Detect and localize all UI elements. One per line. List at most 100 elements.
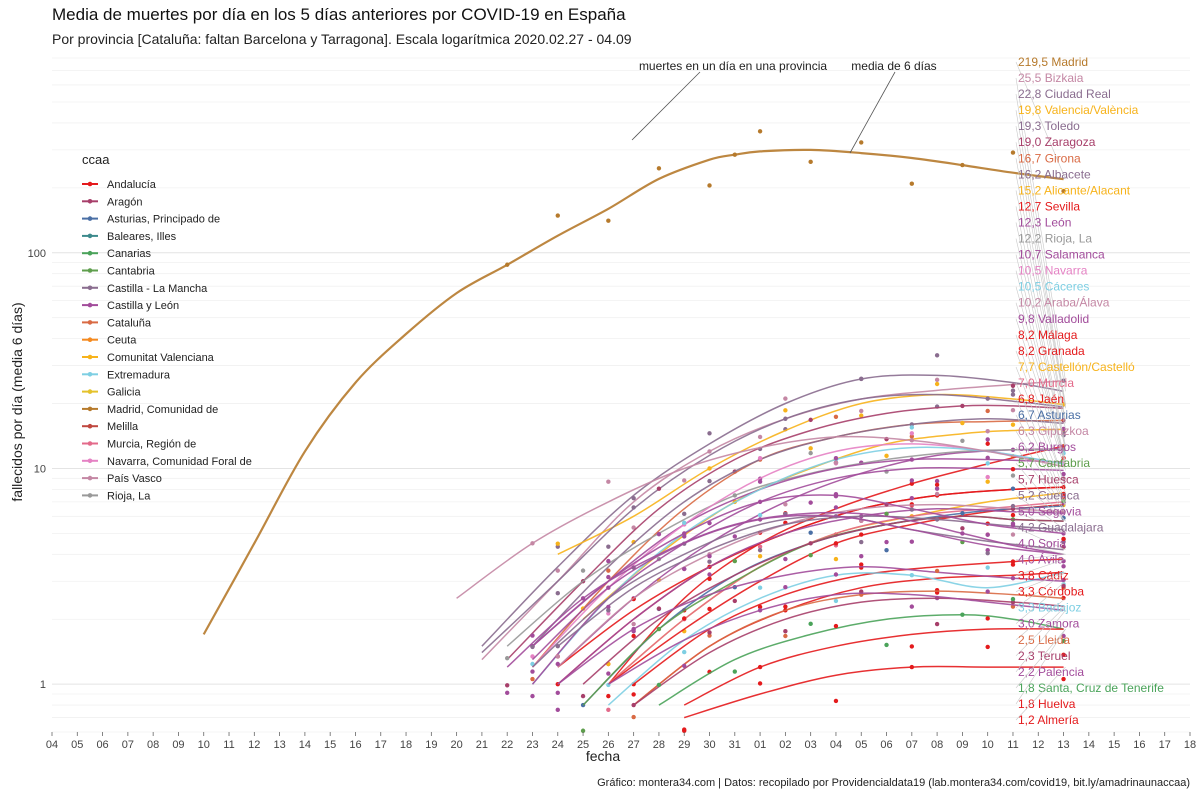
data-point bbox=[555, 213, 560, 218]
data-point bbox=[656, 486, 662, 491]
data-point bbox=[985, 461, 990, 466]
data-point bbox=[757, 129, 763, 134]
data-point bbox=[580, 568, 586, 573]
data-point bbox=[757, 512, 763, 518]
x-tick-label: 14 bbox=[299, 739, 311, 751]
data-point bbox=[530, 644, 535, 650]
series-end-label: 6,2 Burgos bbox=[1018, 440, 1076, 454]
series-end-label: 25,5 Bizkaia bbox=[1018, 71, 1084, 85]
data-point bbox=[909, 478, 915, 483]
x-tick-label: 25 bbox=[577, 739, 589, 751]
data-point bbox=[682, 663, 687, 669]
data-point bbox=[808, 553, 813, 558]
data-point bbox=[909, 572, 915, 578]
label-leader bbox=[1015, 511, 1066, 534]
label-leader bbox=[1015, 366, 1066, 494]
data-point bbox=[1010, 503, 1016, 509]
label-leader bbox=[1015, 270, 1066, 464]
label-leader bbox=[1015, 527, 1066, 550]
data-point bbox=[808, 417, 813, 423]
legend-key-dot bbox=[87, 493, 93, 498]
data-point bbox=[631, 714, 636, 720]
x-tick-label: 18 bbox=[1184, 739, 1196, 751]
data-point bbox=[707, 478, 712, 484]
label-leader bbox=[1015, 334, 1066, 488]
label-leader bbox=[1015, 174, 1066, 424]
series-line bbox=[607, 571, 1064, 706]
series-line bbox=[608, 592, 1064, 685]
data-point bbox=[884, 539, 889, 545]
data-point bbox=[808, 500, 813, 505]
data-point bbox=[530, 541, 535, 546]
data-point bbox=[985, 396, 990, 401]
series-end-label: 1,8 Santa, Cruz de Tenerife bbox=[1018, 681, 1164, 695]
series-line bbox=[633, 571, 1064, 706]
x-tick-label: 22 bbox=[501, 739, 513, 751]
legend-label: Navarra, Comunidad Foral de bbox=[107, 456, 252, 468]
data-point bbox=[1061, 564, 1066, 569]
legend-title: ccaa bbox=[82, 152, 110, 167]
data-point bbox=[757, 479, 763, 484]
data-point bbox=[960, 162, 965, 168]
data-point bbox=[833, 698, 839, 704]
series-line bbox=[683, 665, 1064, 719]
data-point bbox=[909, 434, 915, 439]
annotation-2: media de 6 días bbox=[851, 59, 936, 73]
x-tick-label: 11 bbox=[1007, 739, 1018, 751]
series-end-label: 2,2 Palencia bbox=[1018, 665, 1084, 679]
data-point bbox=[960, 403, 965, 409]
data-point bbox=[1061, 471, 1066, 477]
label-leader bbox=[1015, 190, 1066, 430]
data-point bbox=[934, 486, 940, 491]
series-lines bbox=[202, 129, 1066, 733]
data-point bbox=[757, 664, 763, 670]
series-line bbox=[531, 446, 1064, 685]
series-end-label: 2,5 Lleida bbox=[1018, 633, 1070, 647]
series-end-label: 22,8 Ciudad Real bbox=[1018, 87, 1111, 101]
data-point bbox=[606, 574, 611, 580]
data-point bbox=[1010, 408, 1016, 413]
data-point bbox=[1061, 583, 1066, 589]
series-line bbox=[506, 511, 1064, 668]
data-point bbox=[631, 621, 636, 627]
series-line bbox=[481, 393, 1064, 654]
legend-label: Madrid, Comunidad de bbox=[107, 404, 218, 416]
data-point bbox=[859, 140, 864, 145]
data-point bbox=[833, 541, 839, 546]
data-point bbox=[909, 438, 915, 443]
data-point bbox=[1061, 188, 1066, 194]
series-line bbox=[557, 503, 1064, 668]
series-end-label: 6,3 Gipuzkoa bbox=[1018, 424, 1089, 438]
data-point bbox=[909, 425, 915, 430]
series-end-label: 4,2 Guadalajara bbox=[1018, 520, 1104, 534]
series-end-label: 7,0 Murcia bbox=[1018, 376, 1074, 390]
legend-key-dot bbox=[87, 423, 93, 429]
data-point bbox=[505, 690, 510, 695]
data-point bbox=[707, 466, 712, 471]
x-tick-label: 16 bbox=[1133, 739, 1145, 751]
data-point bbox=[505, 262, 510, 267]
data-point bbox=[960, 531, 965, 536]
series-line bbox=[531, 515, 1064, 668]
label-leader bbox=[1015, 238, 1066, 450]
legend-key-dot bbox=[87, 199, 93, 204]
series-end-label: 10,7 Salamanca bbox=[1018, 248, 1105, 262]
data-point bbox=[1010, 599, 1016, 605]
x-tick-label: 11 bbox=[223, 739, 234, 751]
data-point bbox=[985, 616, 990, 621]
label-leader bbox=[1015, 628, 1066, 705]
label-leader bbox=[1015, 414, 1066, 507]
data-point bbox=[985, 455, 990, 461]
chart-title: Media de muertes por día en los 5 días a… bbox=[52, 5, 626, 24]
x-tick-label: 21 bbox=[476, 739, 488, 751]
data-point bbox=[732, 493, 737, 498]
legend-label: Rioja, La bbox=[107, 490, 151, 502]
series-line bbox=[531, 419, 1064, 668]
data-point bbox=[909, 664, 915, 670]
data-point bbox=[783, 556, 788, 562]
data-point bbox=[1061, 515, 1066, 521]
x-tick-label: 10 bbox=[198, 739, 210, 751]
label-leader bbox=[1015, 61, 1066, 180]
data-point bbox=[934, 568, 940, 574]
